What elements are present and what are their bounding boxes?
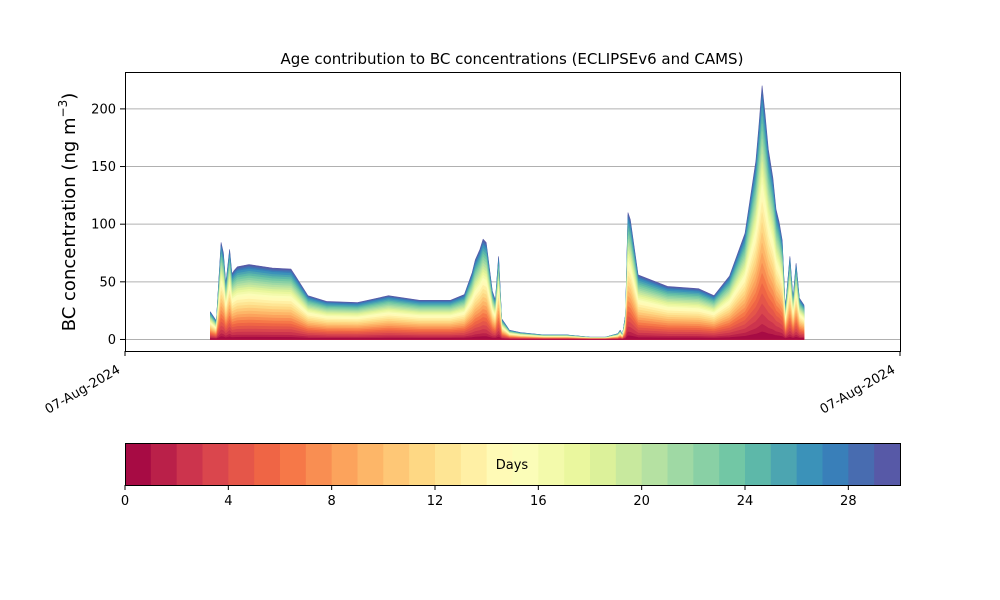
stacked-areas (210, 85, 805, 340)
colorbar-bin (848, 443, 875, 485)
colorbar-bin (150, 443, 178, 485)
y-tick-label: 100 (91, 218, 116, 233)
colorbar-bin (305, 443, 333, 485)
y-tick-label: 0 (108, 333, 116, 348)
colorbar-bin (125, 443, 152, 485)
y-axis-label-main: BC concentration (ng m (59, 117, 80, 331)
colorbar-bin (512, 443, 539, 485)
colorbar-bin (202, 443, 229, 485)
colorbar-bin (460, 443, 488, 485)
y-axis-label-close: ) (59, 93, 80, 100)
colorbar-bin (615, 443, 643, 485)
plot-frame (125, 72, 901, 352)
y-tick-label: 50 (99, 275, 116, 290)
y-axis-ticks: 0 50 100 150 200 (91, 102, 125, 348)
colorbar-bin (590, 443, 617, 485)
colorbar-bin (435, 443, 462, 485)
colorbar-bin (822, 443, 849, 485)
colorbar-bin (719, 443, 746, 485)
colorbar-tick-label: 28 (840, 494, 857, 509)
colorbar-bin (693, 443, 720, 485)
colorbar-bin (486, 443, 514, 485)
colorbar-frame (125, 443, 901, 486)
colorbar-bin (641, 443, 669, 485)
colorbar-bin (357, 443, 384, 485)
age-band-0 (210, 331, 805, 340)
chart-title: Age contribution to BC concentrations (E… (281, 50, 744, 68)
colorbar-bin (409, 443, 436, 485)
x-tick-labels: 07-Aug-2024 07-Aug-2024 (43, 362, 898, 417)
colorbar-ticks: 0 4 8 12 16 20 24 28 (121, 485, 857, 509)
colorbar-bin (667, 443, 694, 485)
colorbar-tick-label: 4 (224, 494, 232, 509)
colorbar-tick-label: 20 (633, 494, 650, 509)
colorbar-bin (745, 443, 772, 485)
colorbar-bin (331, 443, 359, 485)
colorbar-tick-label: 12 (427, 494, 444, 509)
x-axis-ticks (124, 351, 901, 356)
colorbar-bin (564, 443, 591, 485)
colorbar (125, 443, 901, 485)
x-tick-label-end: 07-Aug-2024 (818, 362, 898, 417)
y-tick-label: 200 (91, 102, 116, 117)
y-axis-label-superscript: −3 (56, 100, 70, 118)
colorbar-bin (176, 443, 204, 485)
colorbar-tick-label: 0 (121, 494, 129, 509)
x-tick-label-start: 07-Aug-2024 (43, 362, 123, 417)
colorbar-bin (770, 443, 798, 485)
colorbar-tick-label: 24 (737, 494, 754, 509)
colorbar-bin (874, 443, 901, 485)
colorbar-tick-label: 16 (530, 494, 547, 509)
colorbar-bin (538, 443, 565, 485)
colorbar-bin (280, 443, 307, 485)
colorbar-bin (254, 443, 281, 485)
y-axis-label: BC concentration (ng m−3) (56, 93, 80, 332)
y-tick-label: 150 (91, 160, 116, 175)
colorbar-bin (796, 443, 824, 485)
colorbar-bin (228, 443, 255, 485)
colorbar-bin (383, 443, 410, 485)
colorbar-tick-label: 8 (328, 494, 336, 509)
colorbar-label: Days (496, 458, 529, 473)
